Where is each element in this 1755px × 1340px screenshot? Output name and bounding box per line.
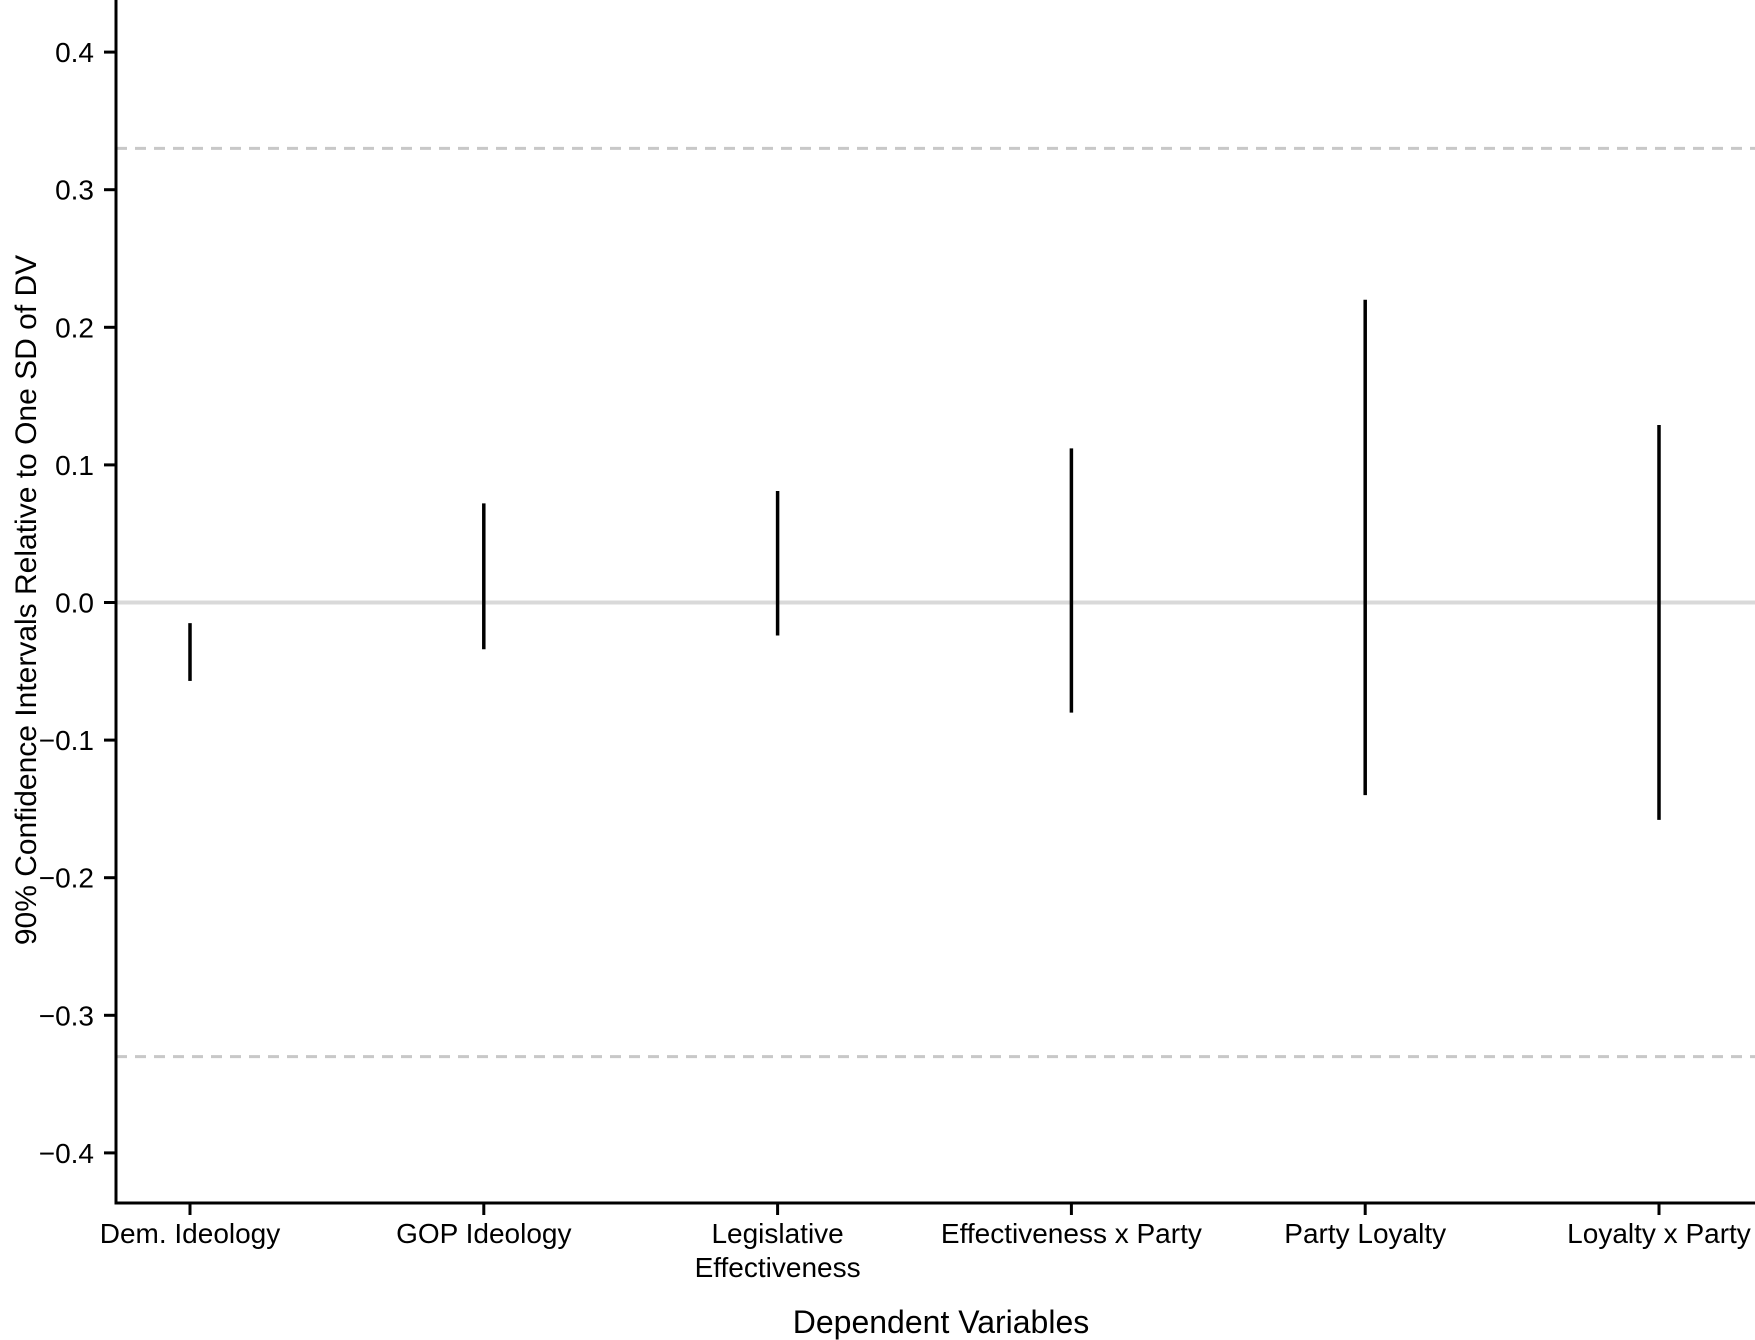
y-axis-title: 90% Confidence Intervals Relative to One… [10,254,43,946]
y-tick-label: 0.1 [55,450,94,481]
y-tick-label: 0.4 [55,37,94,68]
x-tick-label: Effectiveness x Party [941,1218,1202,1249]
y-tick-label: 0.3 [55,175,94,206]
y-tick-label: −0.2 [39,863,94,894]
y-tick-label: 0.0 [55,588,94,619]
y-tick-label: −0.1 [39,725,94,756]
y-tick-label: −0.4 [39,1138,94,1169]
x-axis-title: Dependent Variables [792,1304,1090,1340]
x-tick-label: Legislative Effectiveness [695,1218,861,1283]
x-tick-label: Party Loyalty [1284,1218,1446,1249]
y-tick-label: 0.2 [55,312,94,343]
x-tick-label: Loyalty x Party [1567,1218,1751,1249]
y-tick-label: −0.3 [39,1000,94,1031]
x-tick-label: Dem. Ideology [100,1218,281,1249]
x-tick-label: GOP Ideology [396,1218,571,1249]
